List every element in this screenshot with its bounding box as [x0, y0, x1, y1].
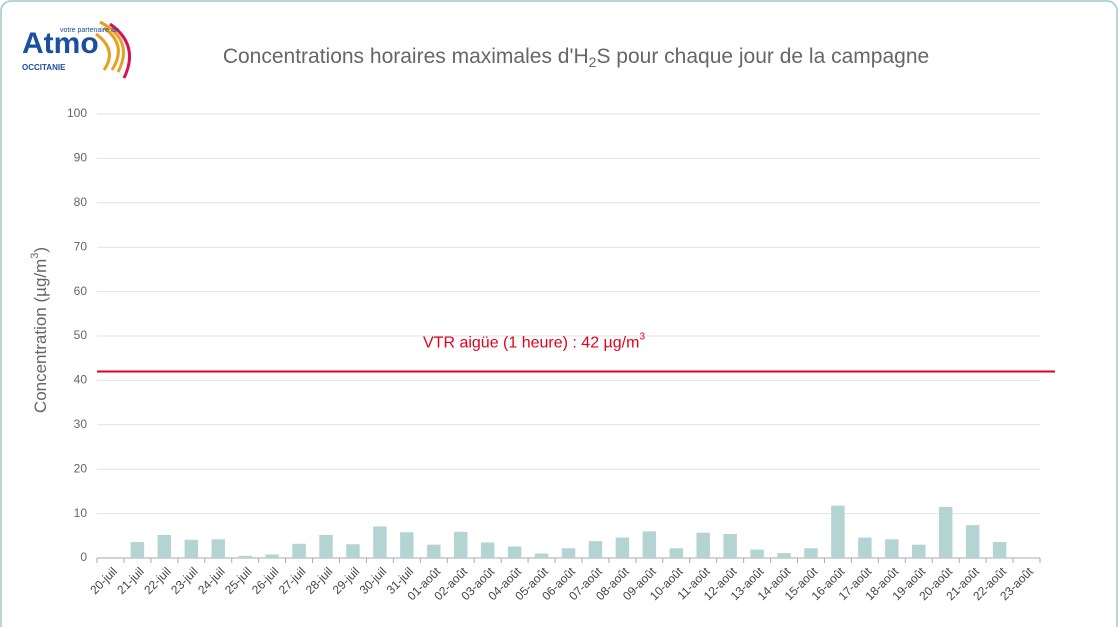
- bar: [858, 537, 872, 558]
- reference-label-part: VTR aigüe (1 heure) : 42 µg/m: [423, 335, 639, 352]
- x-tick-label: 24-juil: [195, 564, 228, 597]
- logo-arcs: [95, 20, 126, 73]
- logo: Atmo votre partenaire air OCCITANIE: [22, 20, 132, 79]
- bar: [642, 531, 657, 558]
- bar: [184, 539, 199, 558]
- y-tick-label: 40: [74, 373, 88, 387]
- x-tick-label: 20-juil: [87, 564, 120, 597]
- bar: [669, 548, 684, 558]
- chart-title: Concentrations horaires maximales d'H2S …: [223, 45, 929, 70]
- title-sub: 2: [589, 54, 597, 70]
- x-tick-label: 25-juil: [222, 564, 255, 597]
- logo-arc: [109, 22, 132, 79]
- y-tick-label: 0: [80, 550, 87, 564]
- x-tick-label: 29-juil: [330, 564, 363, 597]
- y-tick-label: 60: [74, 284, 88, 298]
- bar: [885, 539, 899, 558]
- x-tick-label: 28-juil: [303, 564, 336, 597]
- bar: [561, 548, 576, 558]
- bar: [346, 544, 360, 558]
- bar: [965, 525, 980, 558]
- logo-region: OCCITANIE: [22, 63, 66, 72]
- y-tick-label: 10: [74, 506, 88, 520]
- bar: [265, 554, 279, 558]
- y-tick-label: 70: [74, 239, 88, 253]
- bar: [373, 526, 387, 558]
- bar: [453, 531, 468, 558]
- logo-name: Atmo: [22, 27, 99, 60]
- bar: [831, 505, 845, 558]
- bar: [696, 532, 710, 558]
- title-part: Concentrations horaires maximales d'H: [223, 45, 589, 68]
- bar: [992, 542, 1007, 558]
- y-label-part: ): [31, 247, 50, 253]
- y-tick-label: 100: [67, 106, 87, 120]
- logo-tagline: votre partenaire air: [60, 27, 119, 34]
- title-part: S pour chaque jour de la campagne: [596, 45, 929, 68]
- bar: [777, 553, 791, 558]
- x-tick-label: 27-juil: [276, 564, 309, 597]
- bar: [804, 548, 818, 558]
- y-axis-label: Concentration (µg/m3): [29, 247, 51, 413]
- bar: [157, 534, 172, 558]
- x-tick-label: 22-juil: [141, 564, 174, 597]
- bar: [750, 549, 764, 558]
- bar: [723, 534, 737, 558]
- x-tick-label: 26-juil: [249, 564, 282, 597]
- bar: [480, 542, 495, 558]
- y-tick-label: 30: [74, 417, 88, 431]
- x-tick-label: 21-juil: [114, 564, 147, 597]
- y-tick-label: 80: [74, 195, 88, 209]
- y-label-sup: 3: [29, 253, 41, 259]
- bar: [319, 534, 333, 558]
- y-tick-label: 20: [74, 461, 88, 475]
- bar: [130, 542, 145, 558]
- bar: [912, 544, 926, 558]
- bar: [507, 546, 522, 558]
- x-tick-label: 23-juil: [168, 564, 201, 597]
- bar: [938, 506, 953, 558]
- bar: [400, 532, 414, 558]
- bar: [427, 544, 441, 558]
- bar: [103, 557, 118, 558]
- reference-label-sup: 3: [639, 331, 645, 342]
- bar: [292, 543, 306, 558]
- y-label-part: Concentration (µg/m: [31, 259, 50, 413]
- bar: [615, 537, 630, 558]
- bar: [238, 555, 252, 558]
- y-tick-label: 90: [74, 151, 88, 165]
- bar: [588, 541, 603, 558]
- y-tick-label: 50: [74, 328, 88, 342]
- bar: [534, 553, 549, 558]
- x-tick-label: 30-juil: [357, 564, 390, 597]
- reference-label: VTR aigüe (1 heure) : 42 µg/m3: [423, 331, 645, 352]
- bar: [211, 539, 225, 558]
